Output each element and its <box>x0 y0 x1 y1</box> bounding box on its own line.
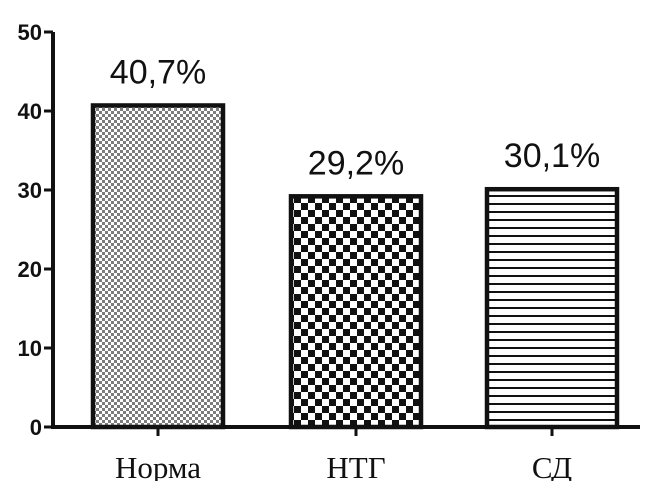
x-tick-label: СД <box>532 450 572 481</box>
y-tick-label: 40 <box>18 99 42 124</box>
y-axis: 0 10 20 30 40 50 <box>18 20 55 440</box>
y-tick-label: 30 <box>18 178 42 203</box>
bar-2 <box>288 194 424 430</box>
data-labels: 40,7% 29,2% 30,1% <box>110 53 600 182</box>
x-tick-label: Норма <box>115 450 201 481</box>
bar-1 <box>90 103 226 430</box>
category-labels: Норма НТГ СД <box>115 450 572 481</box>
y-tick-label: 20 <box>18 257 42 282</box>
data-label: 29,2% <box>308 144 404 182</box>
y-tick-label: 0 <box>30 415 42 440</box>
data-label: 40,7% <box>110 53 206 91</box>
data-label: 30,1% <box>504 137 600 175</box>
y-tick-label: 10 <box>18 336 42 361</box>
x-tick-label: НТГ <box>326 450 385 481</box>
y-tick-label: 50 <box>18 20 42 45</box>
bar-3 <box>484 186 620 430</box>
bars <box>90 103 620 430</box>
